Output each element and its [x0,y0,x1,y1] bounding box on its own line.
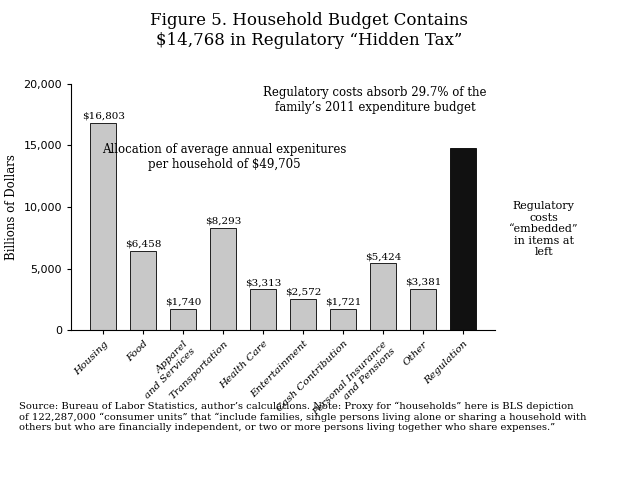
Bar [410,288,436,330]
Text: Allocation of average annual expenitures
per household of $49,705: Allocation of average annual expenitures… [102,143,346,171]
Bar [131,251,157,330]
Text: $3,381: $3,381 [405,278,441,286]
Text: $3,313: $3,313 [245,278,282,287]
Text: $1,721: $1,721 [325,298,361,307]
Bar [370,263,396,330]
Text: $5,424: $5,424 [365,252,401,261]
Text: $8,293: $8,293 [205,217,241,226]
Bar [330,309,356,330]
Bar [250,289,276,330]
Text: $1,740: $1,740 [165,298,202,307]
Text: Figure 5. Household Budget Contains
$14,768 in Regulatory “Hidden Tax”: Figure 5. Household Budget Contains $14,… [150,12,469,49]
Text: Regulatory
costs
“embedded”
in items at
left: Regulatory costs “embedded” in items at … [509,201,578,257]
Bar [170,309,196,330]
Text: Regulatory costs absorb 29.7% of the
family’s 2011 expenditure budget: Regulatory costs absorb 29.7% of the fam… [263,86,487,114]
Text: $16,803: $16,803 [82,112,125,121]
Text: Source: Bureau of Labor Statistics, author’s calculations. Note: Proxy for “hous: Source: Bureau of Labor Statistics, auth… [19,402,586,432]
Bar [210,228,236,330]
Text: $2,572: $2,572 [285,287,321,296]
Text: $6,458: $6,458 [125,240,162,248]
Bar [290,299,316,330]
Text: $14,768: $14,768 [441,137,485,146]
Bar [450,148,476,330]
Bar [90,123,116,330]
Y-axis label: Billions of Dollars: Billions of Dollars [5,154,18,260]
